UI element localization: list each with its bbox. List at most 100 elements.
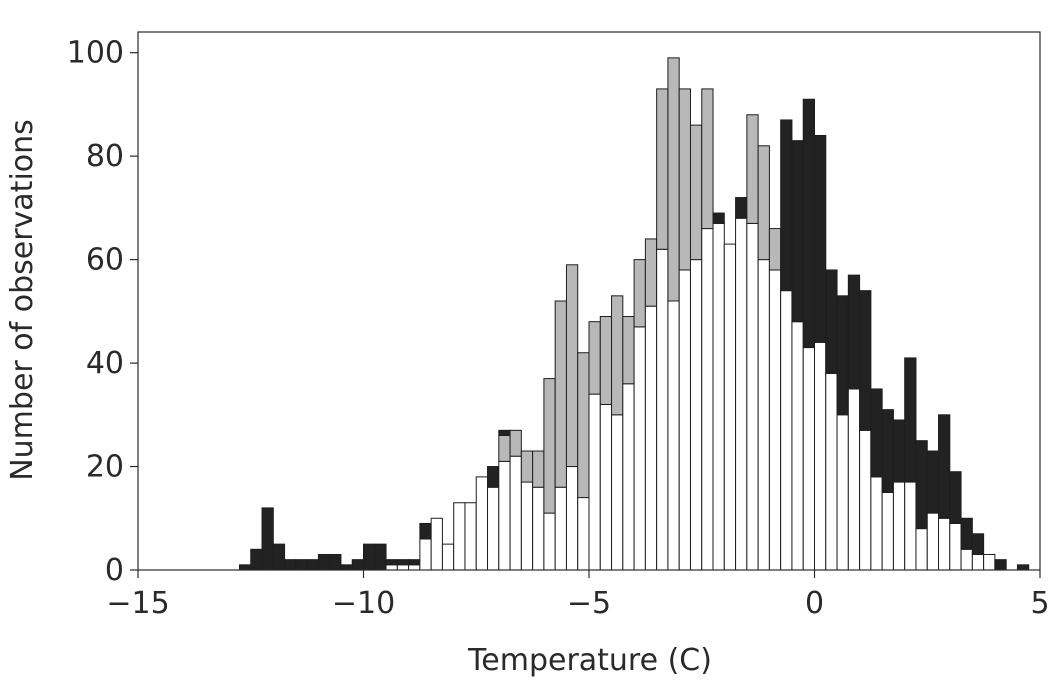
- bar-segment: [532, 486, 545, 570]
- bar-segment: [419, 522, 432, 540]
- bar-segment: [250, 548, 263, 570]
- bar-segment: [825, 372, 838, 570]
- bar-segment: [915, 440, 928, 530]
- bar-segment: [971, 533, 985, 555]
- bar-segment: [881, 491, 894, 570]
- bar-segment: [385, 564, 398, 570]
- y-tick-label: 60: [86, 243, 124, 278]
- bar-segment: [859, 429, 872, 570]
- bar-segment: [926, 512, 940, 570]
- bar-segment: [385, 559, 398, 566]
- bar-segment: [667, 57, 680, 302]
- bar-segment: [915, 528, 928, 570]
- bar-segment: [509, 455, 522, 570]
- bar-segment: [938, 414, 951, 519]
- bar-segment: [577, 352, 590, 499]
- bar-segment: [656, 88, 669, 250]
- bar-segment: [847, 388, 861, 570]
- bar-segment: [633, 259, 646, 328]
- bar-segment: [396, 559, 410, 566]
- bar-segment: [396, 564, 410, 570]
- y-axis-label: Number of observations: [5, 119, 40, 481]
- bar-segment: [284, 559, 297, 570]
- bar-segment: [306, 559, 319, 570]
- bar-segment: [814, 134, 827, 343]
- bar-segment: [487, 486, 500, 570]
- bar-segment: [892, 419, 906, 483]
- bar-segment: [430, 517, 443, 570]
- bar-segment: [814, 341, 827, 570]
- bar-segment: [487, 466, 500, 488]
- bar-segment: [520, 481, 534, 570]
- bar-segment: [1016, 564, 1030, 570]
- bar-segment: [712, 222, 725, 570]
- bar-segment: [340, 564, 353, 570]
- bar-segment: [644, 305, 658, 570]
- bar-segment: [836, 414, 849, 570]
- bar-segment: [498, 429, 511, 437]
- bar-segment: [520, 450, 534, 483]
- bar-segment: [656, 248, 669, 570]
- x-tick-label: −10: [332, 586, 395, 621]
- bars-group: [238, 57, 1030, 570]
- bar-segment: [791, 140, 804, 323]
- bar-segment: [295, 559, 308, 570]
- x-tick-label: 0: [805, 586, 824, 621]
- bar-segment: [588, 321, 601, 395]
- bar-segment: [611, 414, 624, 570]
- bar-segment: [768, 228, 782, 271]
- bar-segment: [622, 383, 635, 570]
- bar-segment: [419, 538, 432, 570]
- bar-segment: [588, 393, 601, 570]
- bar-segment: [498, 435, 511, 462]
- bar-segment: [408, 564, 421, 570]
- bar-segment: [261, 507, 274, 570]
- bar-segment: [870, 476, 883, 570]
- bar-segment: [757, 259, 770, 570]
- y-tick-label: 20: [86, 450, 124, 485]
- bar-segment: [735, 217, 748, 570]
- bar-segment: [464, 502, 477, 570]
- bar-segment: [768, 269, 782, 570]
- bar-segment: [509, 429, 522, 457]
- bar-segment: [870, 388, 883, 478]
- bar-segment: [701, 228, 714, 570]
- y-tick-label: 40: [86, 346, 124, 381]
- bar-segment: [565, 466, 579, 570]
- bar-segment: [825, 269, 838, 374]
- bar-segment: [994, 559, 1007, 570]
- bar-segment: [678, 88, 691, 271]
- bar-segment: [689, 259, 703, 570]
- bar-segment: [904, 357, 917, 483]
- bar-segment: [780, 290, 793, 570]
- bar-segment: [317, 553, 331, 570]
- x-axis-label: Temperature (C): [467, 643, 712, 678]
- axes-group: −15 −10 −5 0 5 0 20 40 60 80 100: [67, 31, 1050, 621]
- bar-segment: [701, 88, 714, 230]
- bar-segment: [881, 409, 894, 493]
- bar-segment: [926, 450, 940, 514]
- bar-segment: [599, 403, 613, 570]
- bar-segment: [441, 543, 455, 570]
- bar-segment: [532, 450, 545, 488]
- y-tick-label: 0: [105, 553, 124, 588]
- bar-segment: [633, 326, 646, 570]
- bar-segment: [453, 502, 466, 570]
- bar-segment: [859, 290, 872, 431]
- bar-segment: [971, 553, 985, 570]
- y-tick-label: 100: [67, 36, 124, 71]
- bar-segment: [949, 471, 962, 524]
- y-tick-label: 80: [86, 139, 124, 174]
- bar-segment: [960, 548, 973, 570]
- bar-segment: [983, 553, 996, 570]
- bar-segment: [644, 238, 658, 307]
- bar-segment: [791, 321, 804, 570]
- bar-segment: [847, 274, 861, 390]
- bar-segment: [904, 481, 917, 570]
- bar-segment: [565, 264, 579, 468]
- x-tick-label: −5: [567, 586, 611, 621]
- x-tick-label: −15: [106, 586, 169, 621]
- x-tick-label: 5: [1030, 586, 1049, 621]
- bar-segment: [892, 481, 906, 570]
